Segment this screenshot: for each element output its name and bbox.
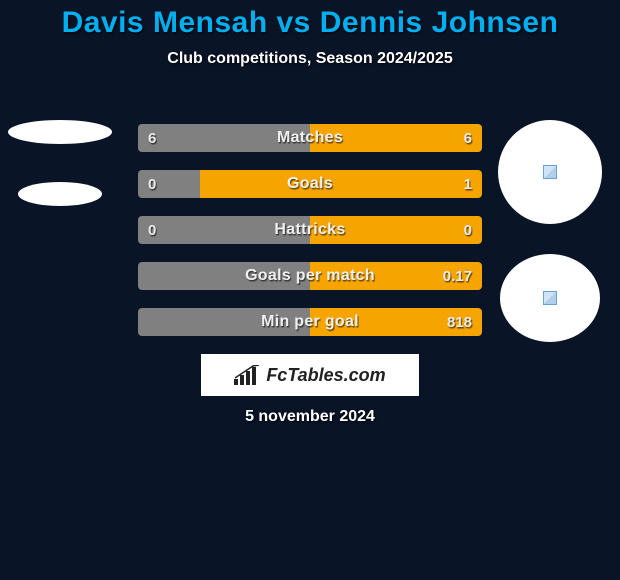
stat-fill-left xyxy=(138,262,310,290)
stat-fill-right xyxy=(200,170,482,198)
page-title: Davis Mensah vs Dennis Johnsen xyxy=(0,0,620,40)
stat-fill-right xyxy=(310,308,482,336)
player-left-name: Davis Mensah xyxy=(62,6,268,39)
avatar xyxy=(500,254,600,342)
stat-fill-left xyxy=(138,308,310,336)
stat-fill-left xyxy=(138,124,310,152)
stat-fill-left xyxy=(138,216,310,244)
image-placeholder-icon xyxy=(543,291,557,305)
stat-fill-right xyxy=(310,216,482,244)
vs-separator: vs xyxy=(277,6,311,39)
stat-fill-right xyxy=(310,262,482,290)
stat-fill-right xyxy=(310,124,482,152)
date-text: 5 november 2024 xyxy=(0,408,620,426)
avatar xyxy=(18,182,102,206)
fctables-logo: FcTables.com xyxy=(201,354,419,396)
chart-icon xyxy=(234,365,262,385)
right-avatar-stack xyxy=(498,120,602,342)
stat-row: Matches66 xyxy=(138,124,482,152)
stat-row: Goals per match0.17 xyxy=(138,262,482,290)
stat-row: Min per goal818 xyxy=(138,308,482,336)
stat-fill-left xyxy=(138,170,200,198)
logo-text: FcTables.com xyxy=(266,365,385,386)
comparison-infographic: Davis Mensah vs Dennis Johnsen Club comp… xyxy=(0,0,620,580)
avatar xyxy=(8,120,112,144)
player-right-name: Dennis Johnsen xyxy=(320,6,559,39)
image-placeholder-icon xyxy=(543,165,557,179)
subtitle: Club competitions, Season 2024/2025 xyxy=(0,50,620,68)
stats-table: Matches66 Goals01 Hattricks00 Goals per mat… xyxy=(138,124,482,336)
stat-row: Hattricks00 xyxy=(138,216,482,244)
avatar xyxy=(498,120,602,224)
left-avatar-stack xyxy=(8,120,112,206)
stat-row: Goals01 xyxy=(138,170,482,198)
